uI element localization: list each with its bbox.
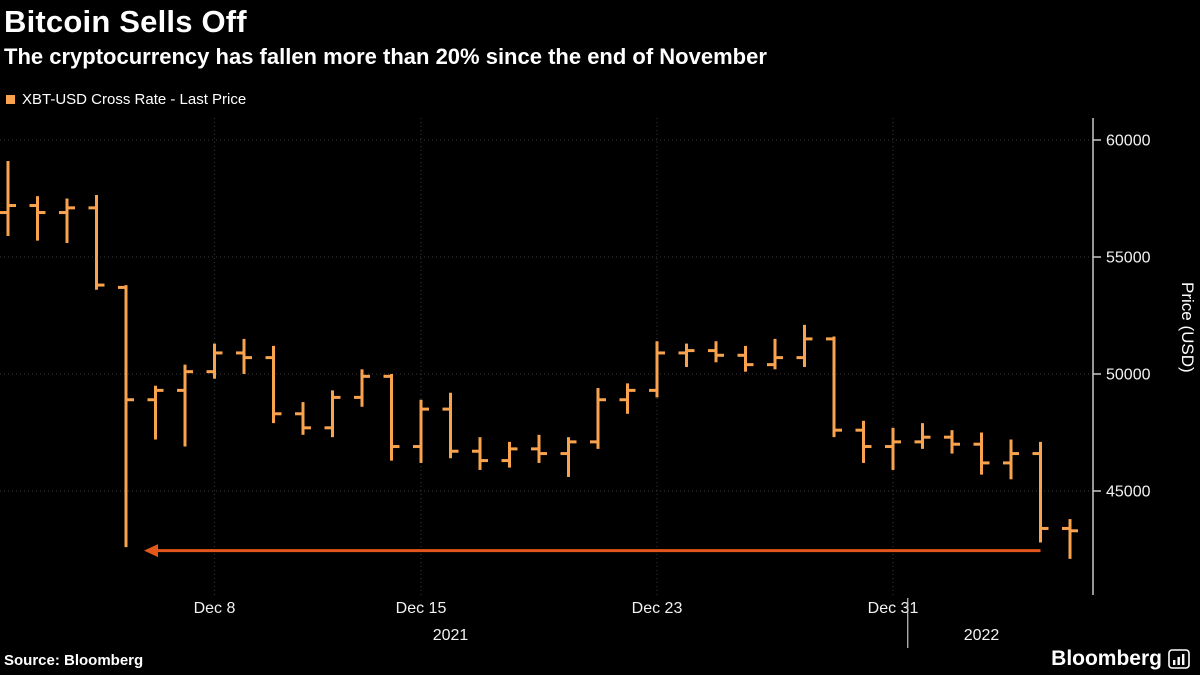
svg-text:Dec 8: Dec 8	[194, 600, 236, 617]
svg-text:2022: 2022	[964, 627, 1000, 644]
bloomberg-logo: Bloomberg	[1051, 647, 1190, 671]
svg-text:50000: 50000	[1106, 367, 1151, 384]
bloomberg-wordmark: Bloomberg	[1051, 647, 1162, 670]
source-credit: Source: Bloomberg	[4, 652, 144, 669]
chart-subtitle: The cryptocurrency has fallen more than …	[4, 44, 767, 69]
chart-title: Bitcoin Sells Off	[4, 4, 247, 39]
legend: XBT-USD Cross Rate - Last Price	[6, 91, 246, 108]
y-axis-title: Price (USD)	[1178, 282, 1197, 373]
svg-text:60000: 60000	[1106, 133, 1151, 150]
svg-text:Dec 23: Dec 23	[632, 600, 683, 617]
legend-swatch-icon	[6, 95, 15, 104]
svg-text:Dec 15: Dec 15	[396, 600, 447, 617]
svg-text:45000: 45000	[1106, 484, 1151, 501]
svg-text:2021: 2021	[433, 627, 469, 644]
bloomberg-terminal-icon	[1168, 649, 1190, 669]
legend-label: XBT-USD Cross Rate - Last Price	[22, 91, 247, 108]
svg-text:55000: 55000	[1106, 250, 1151, 267]
svg-text:Dec 31: Dec 31	[868, 600, 919, 617]
